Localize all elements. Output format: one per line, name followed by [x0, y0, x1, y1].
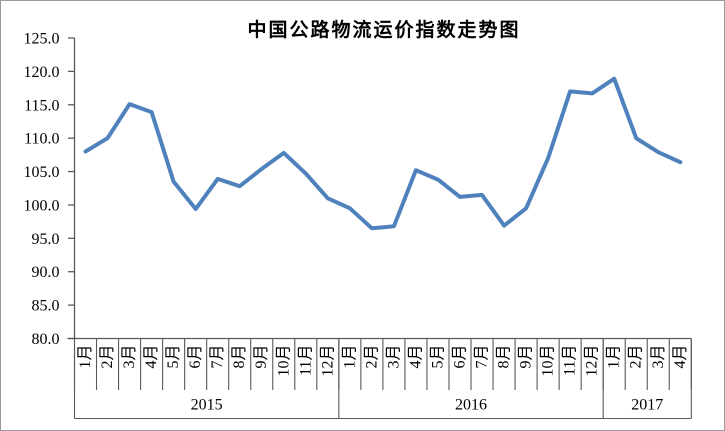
x-tick-label: 2月: [99, 345, 116, 369]
x-axis-year-label: 2017: [631, 396, 663, 413]
x-tick-label: 6月: [187, 345, 204, 369]
y-tick-label: 80.0: [32, 331, 60, 348]
y-tick-label: 110.0: [24, 131, 59, 148]
index-trend-line: [83, 76, 683, 231]
x-tick-label: 6月: [452, 345, 469, 369]
x-tick-label: 9月: [253, 345, 270, 369]
x-axis-year-label: 2016: [455, 396, 487, 413]
x-tick-label: 12月: [584, 345, 601, 377]
y-tick-label: 120.0: [24, 64, 60, 81]
x-tick-label: 11月: [562, 345, 579, 376]
x-tick-label: 10月: [275, 345, 292, 377]
x-tick-label: 1月: [77, 345, 94, 369]
chart-title: 中国公路物流运价指数走势图: [247, 20, 521, 41]
y-tick-label: 115.0: [24, 97, 59, 114]
x-tick-label: 2月: [363, 345, 380, 369]
x-tick-label: 10月: [540, 345, 557, 377]
x-tick-label: 7月: [209, 345, 226, 369]
x-tick-label: 12月: [319, 345, 336, 377]
y-tick-label: 85.0: [32, 298, 60, 315]
x-axis-year-label: 2015: [191, 396, 223, 413]
x-tick-label: 3月: [121, 345, 138, 369]
x-tick-label: 2月: [628, 345, 645, 369]
y-tick-label: 125.0: [24, 31, 60, 48]
x-tick-label: 5月: [165, 345, 182, 369]
x-tick-label: 7月: [474, 345, 491, 369]
x-tick-label: 5月: [429, 345, 446, 369]
x-tick-label: 3月: [385, 345, 402, 369]
x-tick-label: 1月: [606, 345, 623, 369]
x-tick-label: 8月: [496, 345, 513, 369]
x-tick-label: 3月: [650, 345, 667, 369]
x-tick-label: 11月: [297, 345, 314, 376]
x-tick-label: 8月: [231, 345, 248, 369]
y-tick-label: 90.0: [32, 264, 60, 281]
x-tick-label: 1月: [341, 345, 358, 369]
y-tick-label: 100.0: [24, 197, 60, 214]
x-tick-label: 9月: [518, 345, 535, 369]
y-tick-label: 95.0: [32, 231, 60, 248]
x-tick-label: 4月: [143, 345, 160, 369]
y-tick-label: 105.0: [24, 164, 60, 181]
x-tick-label: 4月: [672, 345, 689, 369]
x-tick-label: 4月: [407, 345, 424, 369]
